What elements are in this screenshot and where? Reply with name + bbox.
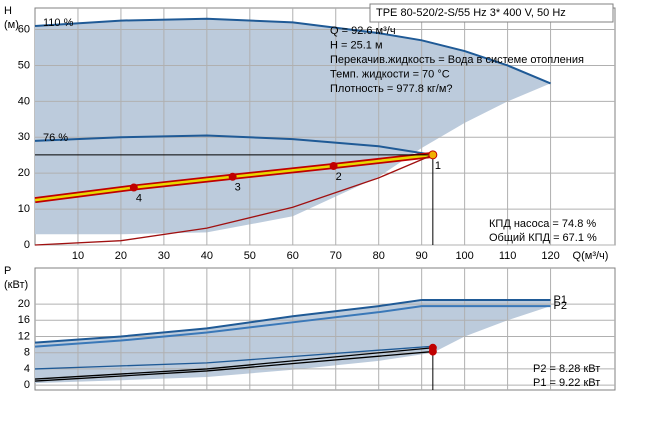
x-tick-label: 90 [416, 250, 428, 262]
duty-point [428, 347, 437, 356]
x-tick-label: 100 [455, 250, 473, 262]
y-tick-label: 0 [24, 239, 30, 251]
x-tick-label: 10 [72, 250, 84, 262]
curve [34, 154, 434, 246]
x-tick-label: 120 [541, 250, 559, 262]
info-line: H = 25.1 м [330, 39, 383, 51]
info-line: Темп. жидкости = 70 °C [330, 68, 450, 80]
curve-label: P2 [554, 300, 567, 312]
curve [34, 345, 433, 370]
curve [34, 299, 551, 344]
x-tick-label: 60 [287, 250, 299, 262]
duty-point [228, 172, 237, 181]
point-label: 3 [235, 182, 241, 194]
title-box [369, 3, 614, 23]
point-label: 2 [336, 171, 342, 183]
x-tick-label: 80 [373, 250, 385, 262]
y-tick-label: 10 [18, 203, 30, 215]
y-axis-label: (кВт) [4, 279, 28, 291]
y-tick-label: 20 [18, 298, 30, 310]
y-tick-label: 60 [18, 23, 30, 35]
curve [34, 17, 551, 85]
point-label: 1 [435, 160, 441, 172]
curve-label: P1 [554, 294, 567, 306]
y-tick-label: 8 [24, 347, 30, 359]
y-tick-label: 12 [18, 330, 30, 342]
duty-point [129, 183, 138, 192]
y-axis-label: (м) [4, 19, 19, 31]
x-tick-label: 70 [330, 250, 342, 262]
curve [34, 347, 433, 380]
y-tick-label: 16 [18, 314, 30, 326]
efficiency-line: Общий КПД = 67.1 % [489, 232, 597, 244]
curve [34, 350, 433, 382]
y-tick-label: 50 [18, 59, 30, 71]
y-tick-label: 4 [24, 363, 30, 375]
efficiency-line: КПД насоса = 74.8 % [489, 218, 596, 230]
point-label: 4 [136, 192, 142, 204]
y-tick-label: 0 [24, 379, 30, 391]
x-tick-label: 30 [158, 250, 170, 262]
x-tick-label: 50 [244, 250, 256, 262]
info-line: Плотность = 977.8 кг/м? [330, 83, 453, 95]
y-tick-label: 40 [18, 95, 30, 107]
power-line: P2 = 8.28 кВт [533, 363, 600, 375]
y-axis-label: H [4, 5, 12, 17]
curve [34, 134, 433, 156]
power-line: P1 = 9.22 кВт [533, 377, 600, 389]
x-tick-label: 20 [115, 250, 127, 262]
x-tick-label: 40 [201, 250, 213, 262]
curve [34, 305, 551, 348]
x-tick-label: 110 [499, 250, 517, 262]
duty-point [428, 150, 438, 160]
curve-label: 110 % [43, 17, 74, 29]
info-line: Q = 92.6 м³/ч [330, 25, 396, 37]
chart-title: TPE 80-520/2-S/55 Hz 3* 400 V, 50 Hz [376, 7, 566, 19]
duty-point [329, 162, 338, 170]
y-axis-label: P [4, 265, 11, 277]
curve-label: 76 % [43, 132, 68, 144]
y-tick-label: 20 [18, 167, 30, 179]
y-tick-label: 30 [18, 131, 30, 143]
info-line: Перекачив.жидкость = Вода в системе отоп… [330, 54, 584, 66]
x-axis-label: Q(м³/ч) [573, 250, 609, 262]
